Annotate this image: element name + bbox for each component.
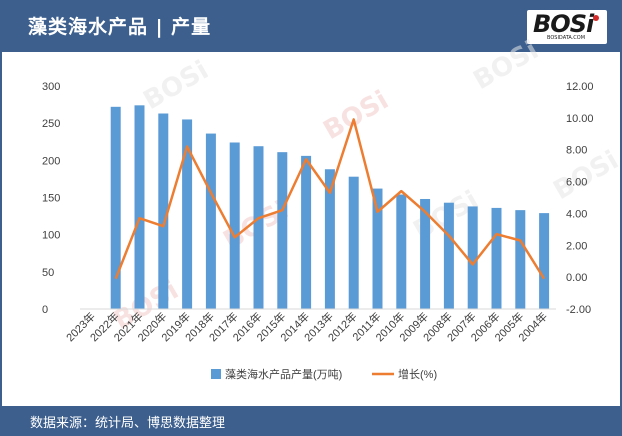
bar: [396, 194, 407, 309]
bar: [348, 176, 359, 309]
footer-bar: 数据来源：统计局、博思数据整理: [2, 406, 620, 434]
right-tick-label: 12.00: [566, 81, 594, 93]
bar: [229, 142, 240, 309]
right-tick-label: 2.00: [566, 240, 587, 252]
x-axis: 2023年2022年2021年2020年2019年2018年2017年2016年…: [63, 309, 550, 344]
watermark-text: BOSi: [469, 35, 544, 96]
line-series: [114, 118, 546, 280]
legend-line-label: 增长(%): [398, 367, 437, 381]
left-tick-label: 50: [42, 267, 54, 279]
right-tick-label: 8.00: [566, 145, 587, 157]
bar: [277, 152, 288, 309]
bar: [539, 213, 550, 309]
page-title: 藻类海水产品 | 产量: [28, 16, 212, 38]
right-tick-label: 4.00: [566, 208, 587, 220]
logo-text: BOSi: [533, 10, 594, 38]
bar: [467, 206, 478, 309]
left-axis: 0 50 100 150 200 250 300: [42, 81, 60, 316]
bar: [205, 133, 216, 309]
bosi-logo: BOSi BOSIDATA.COM: [527, 10, 607, 44]
right-tick-label: 6.00: [566, 177, 587, 189]
bar: [324, 169, 335, 309]
legend-bar-swatch: [211, 369, 221, 379]
legend: 藻类海水产品产量(万吨) 增长(%): [211, 367, 437, 381]
left-tick-label: 300: [42, 81, 60, 93]
bar: [182, 119, 193, 309]
right-axis: -2.00 0.00 2.00 4.00 6.00 8.00 10.00 12.00: [566, 81, 594, 316]
watermark-text: BOSi: [319, 85, 394, 146]
bar: [110, 106, 121, 310]
bar: [443, 202, 454, 309]
watermark-text: BOSi: [139, 55, 214, 116]
right-tick-label: 0.00: [566, 272, 587, 284]
header-bar: 藻类海水产品 | 产量 BOSi BOSIDATA.COM: [2, 2, 620, 52]
bar: [134, 105, 145, 310]
bar: [253, 146, 264, 309]
bar: [491, 207, 502, 309]
bar: [372, 188, 383, 309]
left-tick-label: 100: [42, 230, 60, 242]
legend-bar-label: 藻类海水产品产量(万吨): [225, 367, 342, 381]
data-source: 数据来源：统计局、博思数据整理: [30, 416, 226, 431]
bar-series: [80, 105, 556, 310]
bar: [301, 155, 312, 309]
right-tick-label: -2.00: [566, 304, 591, 316]
left-tick-label: 200: [42, 155, 60, 167]
logo-dot-icon: [593, 15, 599, 21]
left-tick-label: 250: [42, 118, 60, 130]
right-tick-label: 10.00: [566, 113, 594, 125]
bar: [420, 198, 431, 309]
bar: [515, 210, 526, 309]
logo-subtext: BOSIDATA.COM: [547, 35, 586, 41]
bar: [158, 113, 169, 310]
left-tick-label: 150: [42, 193, 60, 205]
growth-line: [114, 118, 546, 280]
left-tick-label: 0: [42, 304, 48, 316]
